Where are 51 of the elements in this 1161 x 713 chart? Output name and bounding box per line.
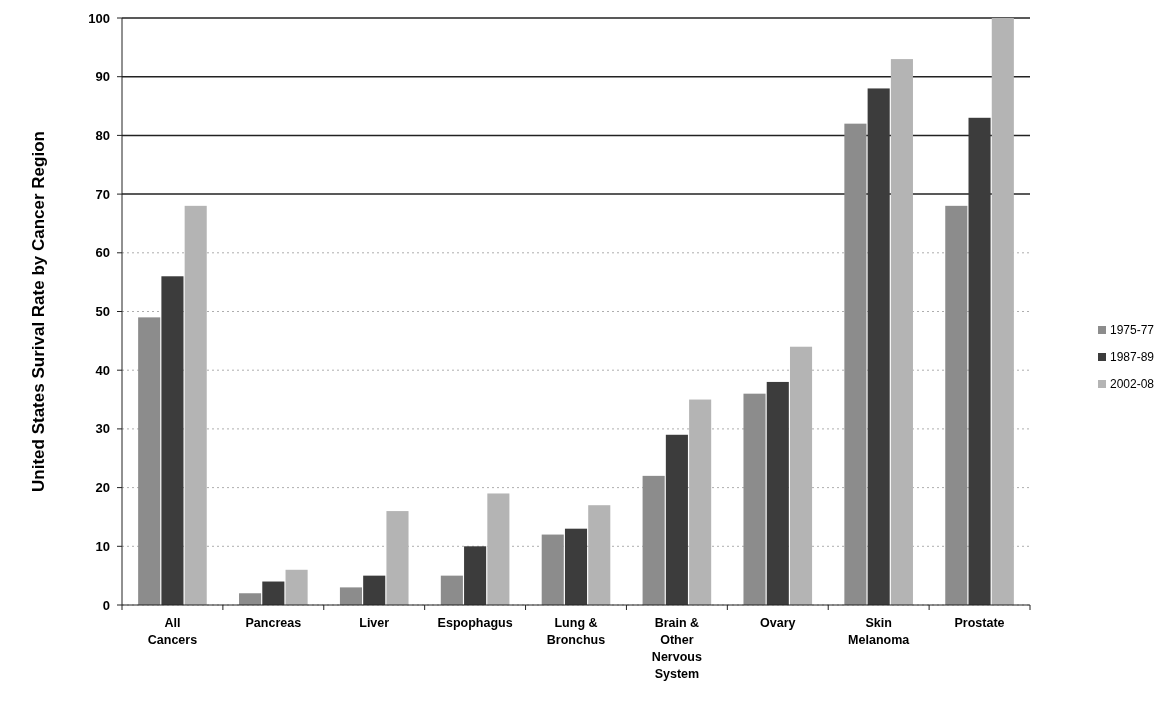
x-tick-label: Brain & Other Nervous System	[651, 616, 702, 681]
y-tick-label: 20	[95, 480, 110, 496]
bar	[262, 581, 285, 605]
bar	[789, 346, 813, 605]
bar	[464, 546, 487, 605]
bar	[161, 276, 184, 605]
bar	[138, 317, 161, 605]
bar	[487, 493, 510, 605]
bar	[588, 505, 611, 605]
y-tick-label: 50	[95, 304, 110, 320]
bar	[285, 569, 308, 605]
bar	[184, 205, 207, 605]
y-tick-label: 90	[95, 69, 110, 85]
bar	[339, 587, 363, 605]
bar	[890, 59, 913, 605]
bar	[743, 393, 766, 605]
bar	[564, 528, 588, 605]
y-axis-title: United States Surival Rate by Cancer Region	[29, 131, 48, 492]
legend-label: 2002-08	[1110, 377, 1155, 392]
bar	[968, 117, 991, 605]
x-tick-label: Ovary	[760, 616, 796, 630]
bar	[363, 575, 386, 605]
y-tick-label: 60	[95, 245, 110, 261]
x-tick-label: Liver	[359, 616, 390, 630]
bar	[665, 434, 688, 605]
bar	[239, 593, 262, 605]
x-tick-label: Lung & Bronchus	[546, 616, 606, 647]
x-tick-label: Pancreas	[245, 616, 302, 630]
bar	[440, 575, 463, 605]
x-tick-label: Skin Melanoma	[848, 616, 911, 647]
bar	[945, 205, 968, 605]
bar	[386, 511, 409, 605]
bar	[642, 475, 665, 605]
bar	[766, 381, 789, 605]
x-tick-label: All Cancers	[147, 616, 198, 647]
y-tick-label: 0	[102, 597, 110, 613]
legend-label: 1987-89	[1110, 350, 1155, 365]
y-tick-label: 10	[95, 538, 110, 554]
y-tick-label: 30	[95, 421, 110, 437]
x-tick-label: Prostate	[954, 616, 1005, 630]
legend-label: 1975-77	[1110, 323, 1155, 338]
y-tick-label: 40	[95, 362, 110, 378]
bar	[541, 534, 564, 605]
bar	[867, 88, 890, 605]
x-tick-label: Espophagus	[437, 616, 513, 630]
y-tick-label: 100	[88, 10, 110, 26]
bar	[991, 18, 1014, 605]
bar	[689, 399, 712, 605]
bar	[844, 123, 867, 605]
y-tick-label: 80	[95, 127, 110, 143]
y-tick-label: 70	[95, 186, 110, 202]
